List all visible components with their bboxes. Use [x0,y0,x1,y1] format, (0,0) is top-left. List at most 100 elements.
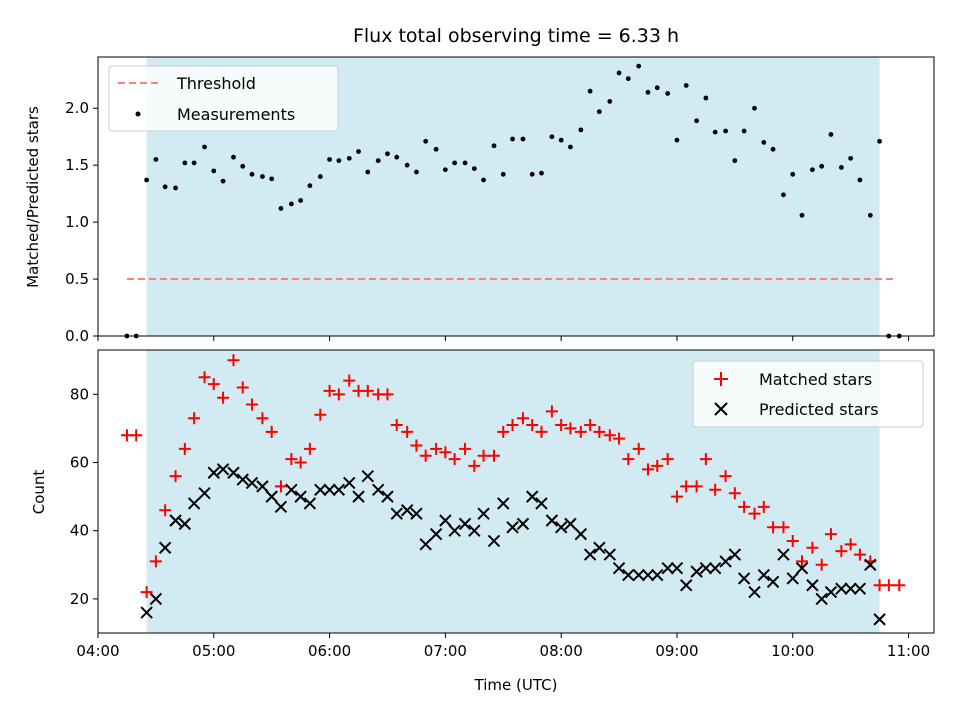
measurement-point [260,174,265,179]
x-tick-label: 09:00 [655,642,698,660]
predicted-star-point [690,565,703,578]
predicted-star-point [699,562,713,575]
predicted-star-point [294,490,307,503]
predicted-star-point [708,562,722,575]
measurement-point [249,171,255,177]
predicted-star-point [140,606,153,619]
measurement-point [770,146,776,152]
predicted-star-point [372,483,385,497]
predicted-star-point [651,568,664,582]
matched-star-point [188,412,201,425]
predicted-star-point [844,582,857,595]
predicted-star-point [873,613,886,626]
y-tick-label: 20 [70,590,89,608]
matched-star-point [680,480,693,493]
predicted-star-point [274,500,288,514]
predicted-star-point [468,524,481,537]
measurement-point [819,163,825,169]
predicted-star-point [603,548,616,561]
y-tick-label: 0.0 [65,327,89,345]
predicted-star-point [526,490,539,503]
matched-star-point [670,490,683,503]
bottom-matched-layer [120,354,906,599]
matched-star-point [246,398,258,411]
matched-star-point [757,500,770,513]
matched-star-point [882,579,895,592]
measurement-point [741,128,747,134]
measurement-point [346,155,352,161]
measurement-point [317,174,323,179]
predicted-star-point [719,555,732,568]
predicted-star-point [285,483,298,497]
matched-star-point [265,425,278,438]
predicted-star-point [158,541,172,554]
predicted-star-point [728,548,742,561]
matched-star-point [332,388,345,401]
measurement-point [587,88,593,94]
predicted-star-point [824,585,838,599]
measurement-point [211,168,217,174]
measurement-point [683,83,689,88]
top-plot-frame [97,56,935,337]
predicted-star-point [612,562,626,575]
measurement-point [491,143,497,149]
measurement-point [723,128,728,134]
x-tick-label: 05:00 [192,642,235,660]
measurement-point [703,95,709,101]
predicted-star-point [545,514,559,527]
matched-star-point [806,541,819,554]
measurement-point [481,177,486,183]
x-tick-label: 07:00 [424,642,467,660]
measurement-point [645,89,651,95]
predicted-star-point [748,585,761,599]
y-tick-label: 80 [70,385,89,403]
matched-star-point [748,507,761,520]
matched-star-point [207,378,220,391]
predicted-star-point [198,486,211,500]
legend-matched-swatch [714,372,728,386]
measurement-point [732,158,738,164]
predicted-star-point [680,579,693,592]
measurement-point [636,63,642,69]
legend-predicted-swatch [714,402,728,416]
bottom-legend: Matched stars Predicted stars [692,360,924,428]
measurement-point [471,166,477,172]
measurement-point [781,192,786,198]
measurement-point [578,127,584,133]
matched-star-point [303,442,316,455]
bottom-x-ticks: 04:00 05:00 06:00 07:00 08:00 09:00 10:00 11:00 [76,633,930,660]
legend-measurements-swatch [135,111,141,117]
top-y-ticks: 0.0 0.5 1.0 1.5 2.0 [65,99,98,345]
measurement-point [810,167,815,173]
matched-star-point [149,555,162,568]
predicted-star-point [487,534,501,548]
measurement-point [240,163,246,169]
measurement-point [307,183,313,189]
predicted-star-point [207,466,220,479]
matched-star-point [767,521,780,534]
measurement-point [838,165,844,170]
measurement-point [182,160,188,166]
measurement-point [356,149,361,154]
measurement-point [231,154,236,160]
matched-star-point [468,459,481,472]
matched-star-point [477,449,490,462]
predicted-star-point [419,538,432,551]
legend-matched-label: Matched stars [759,370,872,389]
predicted-star-point [632,568,645,582]
y-tick-label: 60 [70,454,89,472]
measurement-point [752,105,757,111]
predicted-star-point [554,521,568,534]
predicted-star-point [641,568,655,582]
x-tick-label: 10:00 [771,642,814,660]
matched-star-point [728,487,741,500]
matched-star-point [603,429,616,442]
matched-star-point [439,446,452,459]
predicted-star-point [332,483,346,497]
predicted-star-point [535,497,548,510]
matched-star-point [516,412,529,425]
measurement-point [191,160,197,166]
matched-star-point [294,456,307,469]
predicted-star-point [458,517,472,531]
